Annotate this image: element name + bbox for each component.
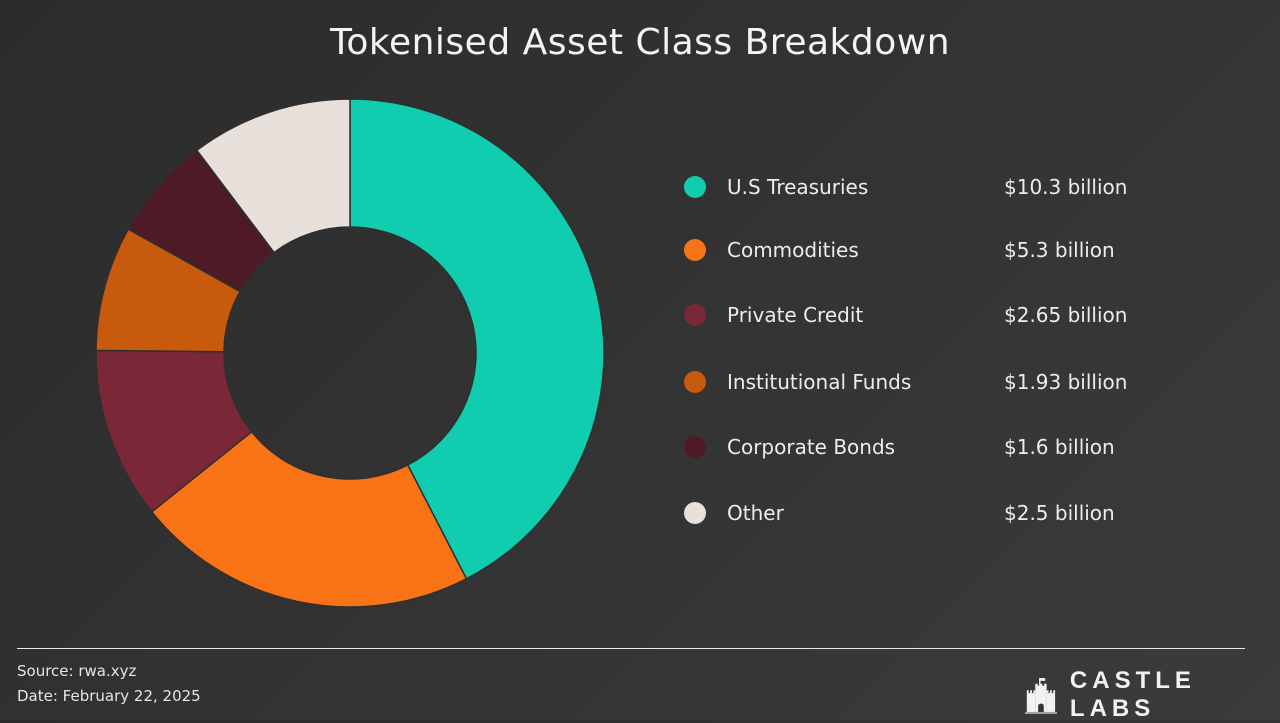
legend-dot-icon bbox=[684, 304, 706, 326]
donut-slice-commodities bbox=[150, 430, 468, 608]
legend-dot-icon bbox=[684, 502, 706, 524]
legend-value: $1.6 billion bbox=[1004, 435, 1115, 459]
legend-item: Commodities $5.3 billion bbox=[684, 235, 1184, 265]
legend-value: $10.3 billion bbox=[1004, 175, 1128, 199]
legend-label: Institutional Funds bbox=[727, 370, 912, 394]
footer-divider bbox=[17, 648, 1245, 649]
legend-label: Private Credit bbox=[727, 303, 864, 327]
donut-slice-u-s-treasuries bbox=[349, 98, 605, 580]
legend-label: Commodities bbox=[727, 238, 859, 262]
legend-value: $2.65 billion bbox=[1004, 303, 1128, 327]
legend-item: Other $2.5 billion bbox=[684, 498, 1184, 528]
legend-value: $1.93 billion bbox=[1004, 370, 1128, 394]
brand-name: CASTLE LABS bbox=[1069, 667, 1196, 722]
legend-label: Corporate Bonds bbox=[727, 435, 896, 459]
donut-slice-other bbox=[195, 98, 351, 254]
legend-value: $2.5 billion bbox=[1004, 501, 1115, 525]
source-text: Source: rwa.xyz bbox=[17, 662, 137, 680]
legend-dot-icon bbox=[684, 176, 706, 198]
castle-icon bbox=[1024, 678, 1057, 714]
legend-label: U.S Treasuries bbox=[727, 175, 869, 199]
chart-title: Tokenised Asset Class Breakdown bbox=[329, 22, 951, 63]
legend-item: Corporate Bonds $1.6 billion bbox=[684, 432, 1184, 462]
donut-chart bbox=[95, 98, 605, 608]
date-text: Date: February 22, 2025 bbox=[17, 687, 201, 705]
castle-labs-logo: CASTLE LABS bbox=[1024, 667, 1280, 723]
legend-dot-icon bbox=[684, 436, 706, 458]
legend-item: Institutional Funds $1.93 billion bbox=[684, 367, 1184, 397]
legend-dot-icon bbox=[684, 239, 706, 261]
legend-label: Other bbox=[727, 501, 784, 525]
legend-item: Private Credit $2.65 billion bbox=[684, 300, 1184, 330]
legend-dot-icon bbox=[684, 371, 706, 393]
legend-value: $5.3 billion bbox=[1004, 238, 1115, 262]
legend-item: U.S Treasuries $10.3 billion bbox=[684, 172, 1184, 202]
